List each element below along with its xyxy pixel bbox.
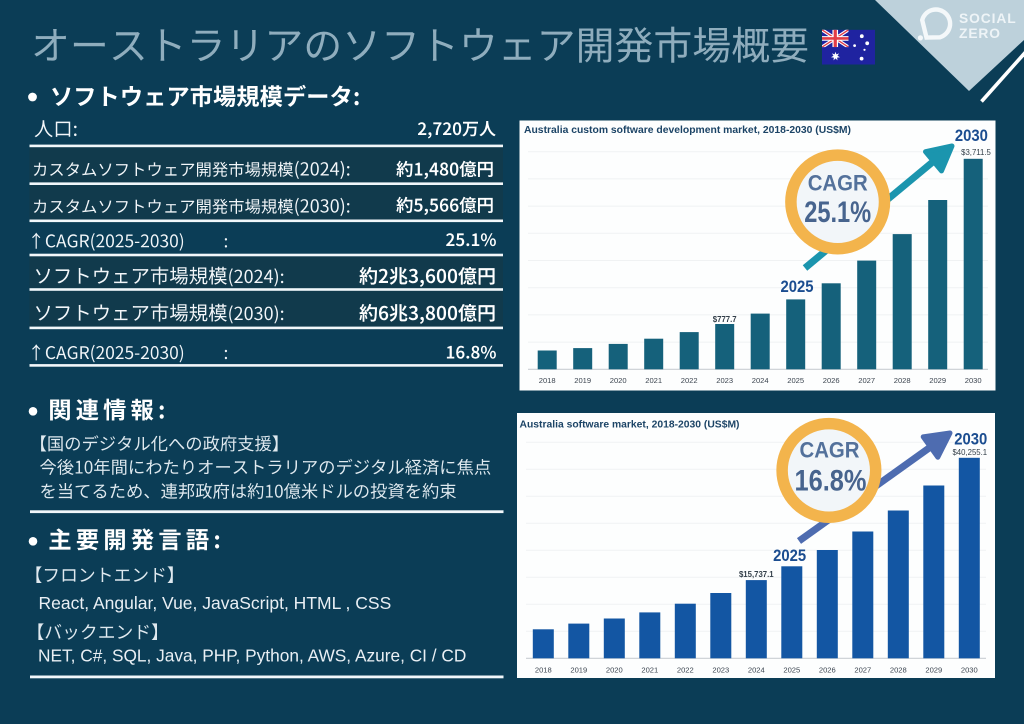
svg-text:2025: 2025 bbox=[773, 547, 806, 565]
svg-text:16.8%: 16.8% bbox=[795, 465, 867, 498]
svg-text:SOCIAL: SOCIAL bbox=[959, 11, 1017, 26]
svg-text:2027: 2027 bbox=[858, 376, 875, 385]
svg-text:2025: 2025 bbox=[787, 376, 804, 385]
svg-text:Australia software market, 201: Australia software market, 2018-2030 (US… bbox=[520, 420, 740, 431]
svg-text:2025: 2025 bbox=[781, 278, 814, 296]
svg-text:$15,737.1: $15,737.1 bbox=[739, 570, 774, 579]
svg-text:CAGR: CAGR bbox=[808, 170, 868, 195]
svg-text:2024: 2024 bbox=[748, 666, 765, 675]
svg-text:2019: 2019 bbox=[570, 666, 587, 675]
svg-text:2019: 2019 bbox=[574, 376, 591, 385]
svg-text:$777.7: $777.7 bbox=[713, 315, 737, 324]
svg-text:2020: 2020 bbox=[610, 376, 627, 385]
svg-text:2023: 2023 bbox=[716, 376, 733, 385]
svg-text:2021: 2021 bbox=[641, 666, 658, 675]
svg-text:2025: 2025 bbox=[783, 666, 800, 675]
svg-text:$40,255.1: $40,255.1 bbox=[952, 448, 987, 457]
svg-text:2018: 2018 bbox=[539, 376, 556, 385]
svg-text:React, Angular, Vue, JavaScrip: React, Angular, Vue, JavaScript, HTML , … bbox=[39, 593, 392, 613]
svg-text:25.1%: 25.1% bbox=[804, 196, 871, 229]
svg-text:2021: 2021 bbox=[645, 376, 662, 385]
svg-text:2030: 2030 bbox=[954, 431, 987, 449]
svg-text:2029: 2029 bbox=[929, 376, 946, 385]
svg-text:2022: 2022 bbox=[681, 376, 698, 385]
svg-text:2030: 2030 bbox=[965, 376, 982, 385]
svg-text:2020: 2020 bbox=[606, 666, 623, 675]
svg-text:ZERO: ZERO bbox=[959, 26, 1001, 41]
svg-text:Australia custom software deve: Australia custom software development ma… bbox=[524, 125, 851, 136]
svg-text:CAGR: CAGR bbox=[800, 438, 860, 463]
svg-text:2030: 2030 bbox=[955, 127, 988, 145]
svg-text:2018: 2018 bbox=[535, 666, 552, 675]
svg-text:NET, C#, SQL, Java, PHP, Pytho: NET, C#, SQL, Java, PHP, Python, AWS, Az… bbox=[38, 646, 466, 666]
svg-text:2028: 2028 bbox=[894, 376, 911, 385]
svg-text:2024: 2024 bbox=[752, 376, 769, 385]
svg-text:2023: 2023 bbox=[712, 666, 729, 675]
svg-text:2026: 2026 bbox=[823, 376, 840, 385]
svg-text:2030: 2030 bbox=[961, 666, 978, 675]
svg-text:2028: 2028 bbox=[890, 666, 907, 675]
svg-text:2027: 2027 bbox=[854, 666, 871, 675]
svg-text:2026: 2026 bbox=[819, 666, 836, 675]
svg-text:2022: 2022 bbox=[677, 666, 694, 675]
svg-text:2029: 2029 bbox=[925, 666, 942, 675]
svg-text:$3,711.5: $3,711.5 bbox=[961, 148, 991, 157]
